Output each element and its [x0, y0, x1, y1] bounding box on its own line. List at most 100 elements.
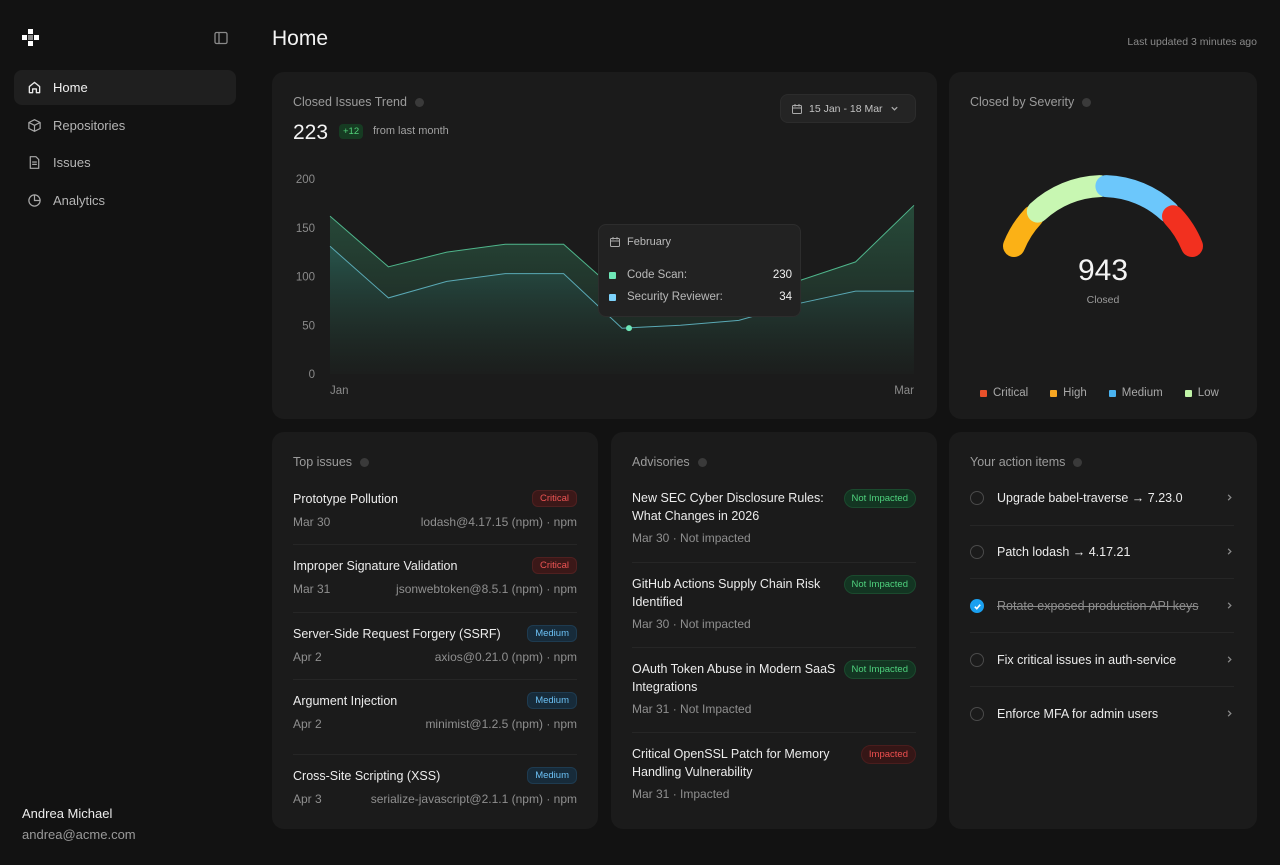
- divider: [970, 686, 1234, 687]
- divider: [632, 647, 916, 648]
- advisory-item[interactable]: OAuth Token Abuse in Modern SaaS Integra…: [632, 660, 916, 716]
- pie-chart-icon: [26, 192, 42, 208]
- trend-title: Closed Issues Trend: [293, 95, 407, 109]
- home-icon: [26, 80, 42, 96]
- info-icon[interactable]: [697, 457, 707, 467]
- tooltip-header: February: [609, 236, 671, 248]
- closed-issues-trend-card: Closed Issues Trend 223 +12 from last mo…: [272, 72, 937, 419]
- card-title: Top issues: [293, 455, 370, 469]
- issue-meta: Apr 2 minimist@1.2.5 (npm) · npm: [293, 717, 577, 731]
- user-profile[interactable]: Andrea Michael andrea@acme.com: [22, 806, 136, 842]
- severity-title: Closed by Severity: [970, 95, 1075, 109]
- checkbox[interactable]: [970, 707, 984, 721]
- advisory-meta: Mar 30 · Not impacted: [632, 617, 751, 631]
- chevron-right-icon: [1225, 707, 1234, 721]
- sidebar-item-home[interactable]: Home: [14, 70, 236, 105]
- gauge-segment-critical[interactable]: [1162, 205, 1203, 257]
- action-label: Fix critical issues in auth-service: [997, 653, 1177, 667]
- action-label: Enforce MFA for admin users: [997, 707, 1159, 721]
- card-title: Advisories: [632, 455, 707, 469]
- checkbox-checked[interactable]: [970, 599, 984, 613]
- divider: [970, 632, 1234, 633]
- action-item[interactable]: Upgrade babel-traverse → 7.23.0: [970, 488, 1234, 508]
- chevron-right-icon: [1225, 545, 1234, 559]
- action-item[interactable]: Fix critical issues in auth-service: [970, 650, 1234, 670]
- action-item[interactable]: Patch lodash → 4.17.21: [970, 542, 1234, 562]
- gauge-segment-low[interactable]: [1026, 175, 1111, 223]
- impact-badge: Not Impacted: [843, 575, 916, 594]
- action-item[interactable]: Enforce MFA for admin users: [970, 704, 1234, 724]
- date-range-picker[interactable]: 15 Jan - 18 Mar: [780, 94, 916, 123]
- info-icon[interactable]: [414, 97, 424, 107]
- issue-package: axios@0.21.0 (npm): [434, 650, 543, 664]
- issue-title: Improper Signature Validation: [293, 559, 458, 573]
- issue-ecosystem: npm: [553, 792, 577, 806]
- divider: [293, 679, 577, 680]
- issue-ecosystem: npm: [553, 717, 577, 731]
- issue-item[interactable]: Improper Signature Validation Critical M…: [293, 557, 577, 596]
- gauge-segment-medium[interactable]: [1095, 175, 1180, 223]
- info-icon[interactable]: [1082, 97, 1092, 107]
- advisory-status: Impacted: [680, 787, 730, 801]
- severity-badge: Medium: [527, 767, 577, 784]
- severity-badge: Critical: [531, 490, 577, 507]
- app-logo[interactable]: [22, 29, 40, 47]
- tooltip-series-value: 34: [779, 291, 792, 303]
- advisory-date: Mar 31: [632, 787, 670, 801]
- sidebar-toggle-icon[interactable]: [213, 30, 229, 46]
- advisory-date: Mar 30: [632, 531, 670, 545]
- issue-package: jsonwebtoken@8.5.1 (npm): [396, 582, 543, 596]
- issue-meta: Mar 31 jsonwebtoken@8.5.1 (npm) · npm: [293, 582, 577, 596]
- tooltip-series-value: 230: [772, 269, 792, 281]
- card-title: Closed by Severity: [970, 95, 1092, 109]
- impact-badge: Not Impacted: [843, 489, 916, 508]
- sidebar: Home Repositories Issues Analytics Andre…: [0, 0, 250, 865]
- checkbox[interactable]: [970, 653, 984, 667]
- divider: [970, 578, 1234, 579]
- issue-package: minimist@1.2.5 (npm): [425, 717, 543, 731]
- action-item[interactable]: Rotate exposed production API keys: [970, 596, 1234, 616]
- issue-date: Mar 30: [293, 515, 331, 529]
- issue-item[interactable]: Cross-Site Scripting (XSS) Medium Apr 3 s…: [293, 767, 577, 806]
- issue-item[interactable]: Argument Injection Medium Apr 2 minimist@…: [293, 692, 577, 731]
- advisory-item[interactable]: Critical OpenSSL Patch for Memory Handli…: [632, 745, 916, 801]
- advisory-title: GitHub Actions Supply Chain Risk Identif…: [632, 577, 821, 609]
- gauge-segment-high[interactable]: [1003, 205, 1044, 257]
- tooltip-series-name: Security Reviewer:: [627, 291, 723, 303]
- severity-legend: Critical High Medium Low: [980, 387, 1219, 399]
- legend-swatch: [609, 293, 616, 301]
- box-icon: [26, 117, 42, 133]
- severity-gauge[interactable]: [949, 72, 1257, 332]
- issue-item[interactable]: Prototype Pollution Critical Mar 30 lodas…: [293, 490, 577, 529]
- tooltip-row: Security Reviewer: 34: [609, 291, 792, 303]
- issue-date: Mar 31: [293, 582, 331, 596]
- issue-meta: Apr 2 axios@0.21.0 (npm) · npm: [293, 650, 577, 664]
- divider: [632, 732, 916, 733]
- card-title: Your action items: [970, 455, 1083, 469]
- sidebar-item-repositories[interactable]: Repositories: [14, 108, 236, 143]
- checkbox[interactable]: [970, 491, 984, 505]
- chevron-right-icon: [1225, 653, 1234, 667]
- checkbox[interactable]: [970, 545, 984, 559]
- advisory-item[interactable]: GitHub Actions Supply Chain Risk Identif…: [632, 575, 916, 631]
- legend-item: High: [1050, 387, 1087, 399]
- sidebar-item-issues[interactable]: Issues: [14, 145, 236, 180]
- info-icon[interactable]: [360, 457, 370, 467]
- issue-ecosystem: npm: [553, 515, 577, 529]
- advisory-title: Critical OpenSSL Patch for Memory Handli…: [632, 747, 830, 779]
- divider: [632, 562, 916, 563]
- issue-package-info: lodash@4.17.15 (npm) · npm: [420, 515, 577, 529]
- date-range-label: 15 Jan - 18 Mar: [809, 102, 883, 115]
- divider: [293, 544, 577, 545]
- legend-swatch: [1184, 389, 1192, 397]
- issue-title: Prototype Pollution: [293, 492, 398, 506]
- issue-item[interactable]: Server-Side Request Forgery (SSRF) Mediu…: [293, 625, 577, 664]
- sidebar-item-analytics[interactable]: Analytics: [14, 183, 236, 218]
- advisory-item[interactable]: New SEC Cyber Disclosure Rules: What Cha…: [632, 489, 916, 545]
- legend-swatch: [609, 271, 616, 279]
- info-icon[interactable]: [1073, 457, 1083, 467]
- divider: [970, 525, 1234, 526]
- trend-chart[interactable]: 0 50 100 150 200 Jan Mar: [272, 72, 937, 419]
- advisory-meta: Mar 31 · Not Impacted: [632, 702, 752, 716]
- issue-ecosystem: npm: [553, 582, 577, 596]
